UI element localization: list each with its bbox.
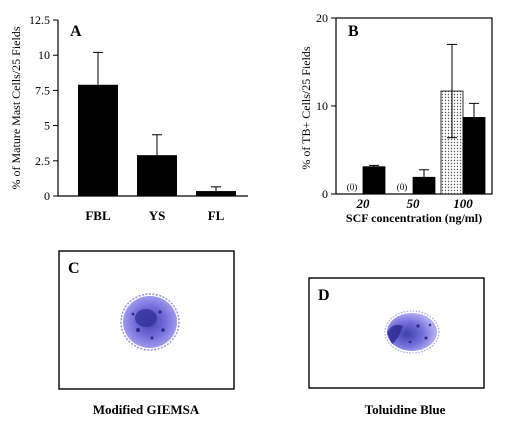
- image-caption-c: Modified GIEMSA: [93, 402, 200, 417]
- category-label-a: FL: [208, 208, 225, 223]
- image-panel-c: C Modified GIEMSA: [58, 250, 235, 417]
- bar-a: [137, 155, 177, 196]
- bar-b-series-2: [412, 176, 436, 195]
- chart-panel-b: B 0 10 20 (0) (0) 20 50 100 % of TB+ Cells/25…: [299, 11, 493, 225]
- y-tick-label-a: 7.5: [35, 83, 50, 97]
- category-label-b: 50: [407, 196, 421, 211]
- category-label-a: FBL: [85, 208, 111, 223]
- y-tick-label-b: 0: [322, 187, 328, 201]
- category-label-b: 100: [453, 196, 473, 211]
- y-axis-title-b: % of TB+ Cells/25 Fields: [299, 46, 313, 170]
- y-tick-label-a: 5: [44, 119, 50, 133]
- bar-a: [196, 191, 236, 196]
- category-label-b: 20: [356, 196, 371, 211]
- bar-a: [78, 84, 118, 196]
- bar-b-series-2: [462, 117, 486, 195]
- y-tick-label-a: 12.5: [29, 13, 50, 27]
- panel-letter-b: B: [348, 23, 359, 40]
- image-caption-d: Toluidine Blue: [365, 402, 446, 417]
- y-tick-label-b: 10: [316, 99, 328, 113]
- y-tick-label-a: 2.5: [35, 154, 50, 168]
- x-axis-title-b: SCF concentration (ng/ml): [346, 211, 482, 225]
- panel-letter-d: D: [318, 287, 330, 304]
- bar-b-series-2: [362, 166, 386, 195]
- y-axis-title-a: % of Mature Mast Cells/25 Fields: [9, 26, 23, 189]
- image-frame-d: [308, 277, 485, 389]
- y-tick-label-a: 0: [44, 189, 50, 203]
- panel-letter-c: C: [68, 260, 80, 277]
- chart-panel-a: A 0 2.5 5 7.5 10 12.5 FBL YS FL % of Mature Mas…: [9, 13, 248, 223]
- category-label-a: YS: [149, 208, 166, 223]
- value-label-b: (0): [347, 182, 358, 192]
- y-tick-label-b: 20: [316, 11, 328, 25]
- panel-letter-a: A: [70, 23, 82, 40]
- image-panel-d: D Toluidine Blue: [308, 277, 485, 417]
- y-tick-label-a: 10: [38, 48, 50, 62]
- stained-cell-c: [120, 293, 180, 351]
- stained-cell-d: [384, 310, 440, 354]
- value-label-b: (0): [397, 182, 408, 192]
